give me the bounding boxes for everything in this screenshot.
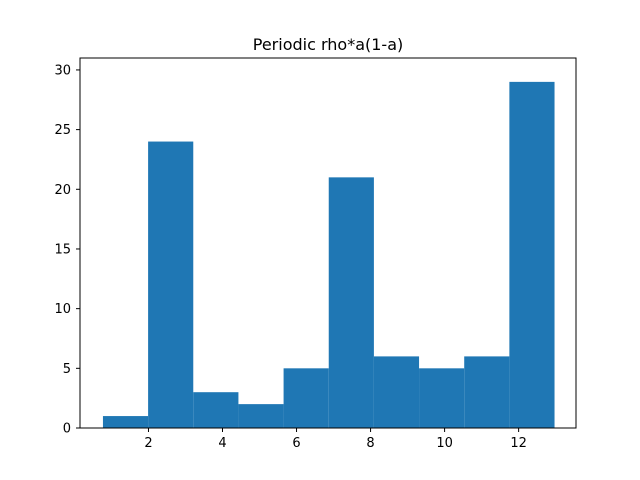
x-tick-label: 4 — [218, 436, 226, 451]
x-tick-label: 8 — [366, 436, 374, 451]
x-tick-label: 2 — [144, 436, 152, 451]
histogram-bar — [102, 416, 149, 428]
plot-frame — [79, 57, 577, 429]
y-tick-label: 0 — [63, 422, 71, 437]
x-tick-label: 6 — [292, 436, 300, 451]
bars-group — [102, 81, 555, 428]
chart-title: Periodic rho*a(1-a) — [253, 35, 404, 54]
y-tick-label: 30 — [54, 63, 71, 78]
y-tick-label: 25 — [54, 123, 71, 138]
histogram-bar — [193, 392, 239, 428]
y-tick-label: 10 — [54, 302, 71, 317]
histogram-bar — [328, 177, 374, 428]
histogram-bar — [509, 81, 555, 428]
histogram-bar — [148, 141, 194, 428]
y-axis: 0 5 10 15 20 25 30 — [54, 63, 80, 437]
y-tick-label: 5 — [63, 362, 71, 377]
histogram-bar — [464, 356, 510, 428]
y-tick-label: 15 — [54, 242, 71, 257]
x-tick-label: 10 — [436, 436, 453, 451]
histogram-bar — [419, 368, 465, 428]
histogram-bar — [373, 356, 420, 428]
histogram-bar — [283, 368, 329, 428]
y-tick-label: 20 — [54, 183, 71, 198]
histogram-bar — [238, 404, 284, 428]
x-tick-label: 12 — [510, 436, 527, 451]
x-axis: 2 4 6 8 10 12 — [144, 428, 527, 451]
